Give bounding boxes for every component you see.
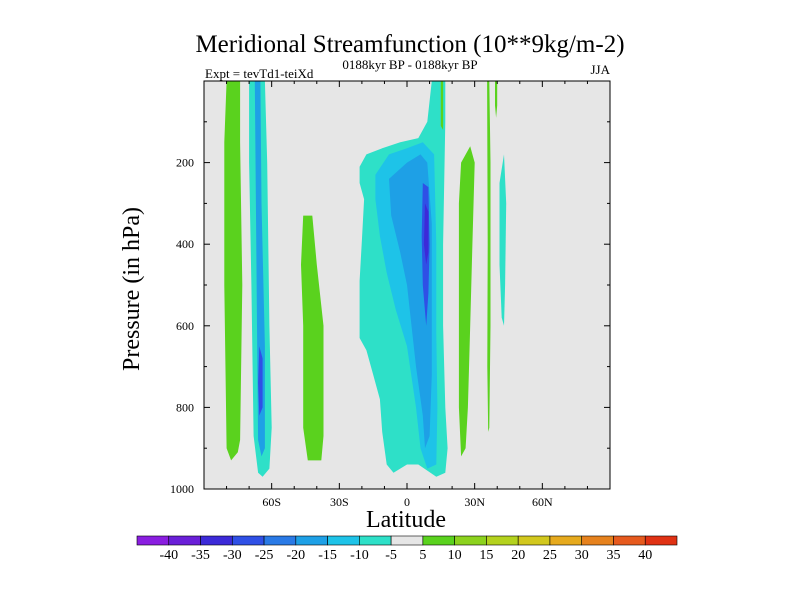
contour-cyan-cell-eq-max	[423, 203, 429, 265]
experiment-label: Expt = tevTd1-teiXd	[205, 66, 314, 81]
contour-green-lobe-20n	[458, 146, 475, 457]
colorbar-swatch	[136, 535, 170, 546]
contour-green-sliver-35n	[487, 81, 491, 432]
colorbar-label: -20	[286, 548, 305, 563]
colorbar-swatch	[359, 535, 392, 546]
colorbar-label: 5	[419, 548, 426, 563]
period-label: 0188kyr BP - 0188kyr BP	[342, 57, 477, 72]
colorbar-label: -30	[223, 548, 242, 563]
colorbar-label: -35	[191, 548, 210, 563]
y-tick-label: 400	[176, 237, 194, 251]
contour-cyan-cell-43n	[499, 154, 507, 326]
colorbar-swatch	[200, 535, 233, 546]
colorbar: -40 -35 -30 -25 -20 -15 -10 -5 5 10 15 20 25 30 35 40	[136, 535, 678, 563]
colorbar-label: -25	[255, 548, 274, 563]
colorbar-label: 20	[511, 548, 525, 563]
colorbar-swatch	[168, 535, 201, 546]
contour-green-lobe-40s	[301, 215, 324, 461]
y-axis-label: Pressure (in hPa)	[119, 207, 145, 371]
y-tick-label: 1000	[170, 482, 194, 496]
x-tick-label: 30S	[330, 495, 349, 509]
colorbar-label: -10	[350, 548, 369, 563]
colorbar-swatch	[327, 535, 360, 546]
colorbar-swatch	[549, 535, 583, 546]
colorbar-swatch	[517, 535, 551, 546]
colorbar-swatch	[454, 535, 487, 546]
contour-regions	[224, 81, 507, 477]
colorbar-label: 40	[638, 548, 652, 563]
y-tick-label: 600	[176, 319, 194, 333]
colorbar-label: 35	[607, 548, 621, 563]
colorbar-label: -40	[159, 548, 178, 563]
colorbar-swatch	[295, 535, 328, 546]
contour-cyan-cell-65s-inner	[258, 346, 263, 416]
chart-title: Meridional Streamfunction (10**9kg/m-2)	[195, 31, 624, 58]
x-tick-label: 30N	[464, 495, 485, 509]
colorbar-label: 30	[575, 548, 589, 563]
colorbar-label: -5	[385, 548, 397, 563]
colorbar-swatch	[231, 535, 265, 546]
colorbar-swatch	[644, 535, 678, 546]
colorbar-swatch	[613, 535, 646, 546]
colorbar-swatch	[263, 535, 297, 546]
y-tick-label: 200	[176, 156, 194, 170]
colorbar-swatch	[486, 535, 519, 546]
x-axis-label: Latitude	[366, 507, 446, 533]
contour-green-sliver-10n	[440, 81, 444, 130]
contour-green-lobe-80s	[224, 81, 243, 461]
y-axis: 200 400 600 800 1000	[170, 121, 610, 496]
contour-green-sliver-40n	[495, 81, 498, 118]
y-tick-label: 800	[176, 400, 194, 414]
colorbar-label: 25	[543, 548, 557, 563]
colorbar-label: 15	[479, 548, 493, 563]
x-tick-label: 60N	[532, 495, 553, 509]
contour-cyan-cell-eq-core	[389, 154, 432, 449]
season-label: JJA	[590, 62, 610, 77]
x-axis: 60S 30S 0 30N 60N	[203, 81, 611, 509]
colorbar-swatch	[581, 535, 614, 546]
colorbar-swatch	[422, 535, 455, 546]
x-tick-label: 0	[404, 495, 410, 509]
colorbar-label: 10	[448, 548, 462, 563]
colorbar-label: -15	[318, 548, 337, 563]
x-tick-label: 60S	[262, 495, 281, 509]
colorbar-swatch	[390, 535, 424, 546]
